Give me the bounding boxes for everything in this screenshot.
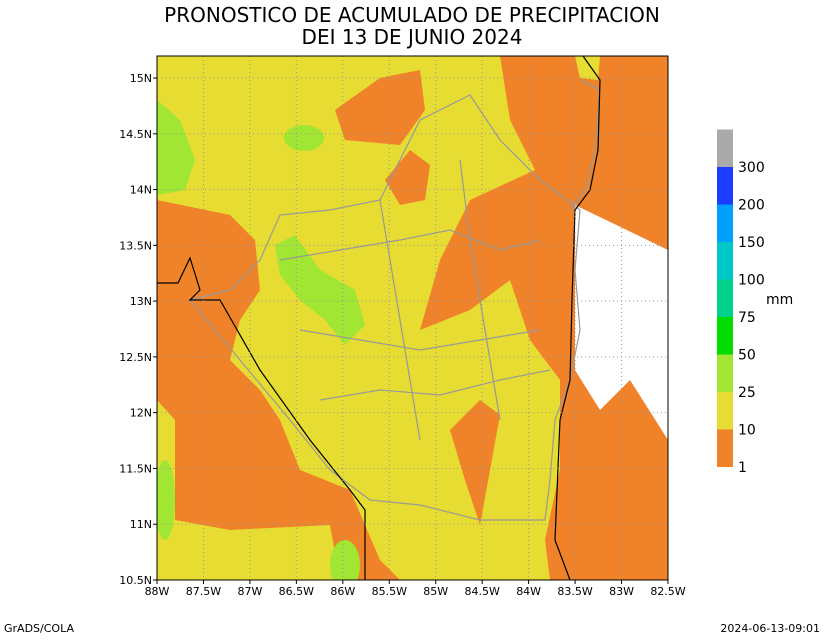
map-frame <box>156 55 669 581</box>
legend-swatch <box>717 429 733 467</box>
legend-unit: mm <box>766 292 793 308</box>
legend-label: 75 <box>738 310 756 326</box>
legend-swatch <box>717 242 733 280</box>
subtitle: DEI 13 DE JUNIO 2024 <box>302 25 523 49</box>
legend-swatch <box>717 279 733 317</box>
x-tick-label: 85W <box>423 585 448 598</box>
legend-swatch <box>717 129 733 167</box>
legend-label: 1 <box>738 460 747 476</box>
y-tick-label: 14N <box>130 184 152 197</box>
legend-swatch <box>717 204 733 242</box>
legend-swatch <box>717 167 733 205</box>
y-tick-label: 15N <box>130 72 152 85</box>
x-tick-label: 84W <box>516 585 541 598</box>
title: PRONOSTICO DE ACUMULADO DE PRECIPITACION <box>164 3 660 27</box>
x-tick-label: 85.5W <box>372 585 407 598</box>
legend-label: 25 <box>738 385 756 401</box>
y-tick-label: 14.5N <box>119 128 152 141</box>
x-tick-label: 87W <box>237 585 262 598</box>
legend-swatch <box>717 392 733 430</box>
y-tick-label: 12N <box>130 407 152 420</box>
y-tick-label: 13N <box>130 295 152 308</box>
footer-left: GrADS/COLA <box>4 622 74 635</box>
legend-label: 10 <box>738 423 756 439</box>
y-tick-label: 11.5N <box>119 462 152 475</box>
legend-swatch <box>717 317 733 355</box>
footer-right: 2024-06-13-09:01 <box>720 622 820 635</box>
x-tick-label: 86W <box>330 585 355 598</box>
y-tick-label: 10.5N <box>119 574 152 587</box>
legend-label: 300 <box>738 160 765 176</box>
x-tick-label: 87.5W <box>186 585 221 598</box>
legend-swatch <box>717 354 733 392</box>
y-tick-label: 11N <box>130 518 152 531</box>
map-area <box>157 56 668 580</box>
x-tick-label: 83W <box>609 585 634 598</box>
legend-label: 200 <box>738 198 765 214</box>
x-tick-label: 86.5W <box>279 585 314 598</box>
legend-label: 150 <box>738 235 765 251</box>
x-tick-label: 83.5W <box>557 585 592 598</box>
x-tick-label: 82.5W <box>650 585 685 598</box>
x-tick-label: 88W <box>145 585 170 598</box>
y-tick-label: 12.5N <box>119 351 152 364</box>
legend-label: 50 <box>738 348 756 364</box>
legend-label: 100 <box>738 273 765 289</box>
y-tick-label: 13.5N <box>119 239 152 252</box>
x-tick-label: 84.5W <box>464 585 499 598</box>
